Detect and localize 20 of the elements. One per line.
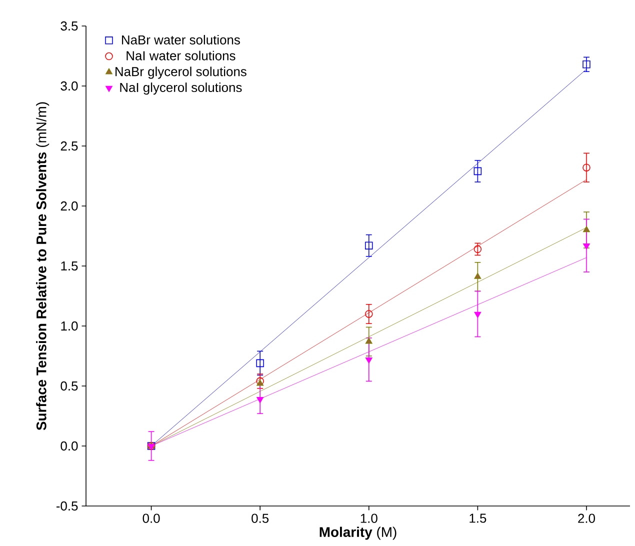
x-axis-title: Molarity (M) bbox=[320, 526, 396, 540]
x-tick-label: 2.0 bbox=[578, 514, 595, 523]
y-tick-label: 2.0 bbox=[60, 201, 78, 211]
x-tick-label: 0.5 bbox=[252, 514, 269, 523]
y-tick-label: 0.0 bbox=[60, 441, 78, 451]
x-tick-label: 0.0 bbox=[142, 514, 160, 523]
y-tick-label: 3.0 bbox=[60, 81, 78, 91]
legend-label: NaI glycerol solutions bbox=[120, 82, 242, 95]
legend-label: NaBr glycerol solutions bbox=[116, 66, 246, 79]
legend-label: NaBr water solutions bbox=[122, 34, 240, 44]
y-tick-label: 2.5 bbox=[60, 141, 78, 151]
x-tick-label: 1.5 bbox=[470, 514, 486, 523]
legend-label: NaI water solutions bbox=[126, 50, 236, 60]
y-axis-title: Surface Tension Relative to Pure Solvents (mN/m) bbox=[36, 102, 50, 430]
y-tick-label: 1.0 bbox=[61, 321, 78, 331]
y-tick-label: 3.5 bbox=[60, 21, 78, 31]
y-tick-label: 0.5 bbox=[60, 381, 78, 391]
y-tick-label: -0.5 bbox=[56, 501, 78, 511]
x-tick-label: 1.0 bbox=[360, 514, 378, 523]
y-tick-label: 1.5 bbox=[61, 261, 78, 270]
